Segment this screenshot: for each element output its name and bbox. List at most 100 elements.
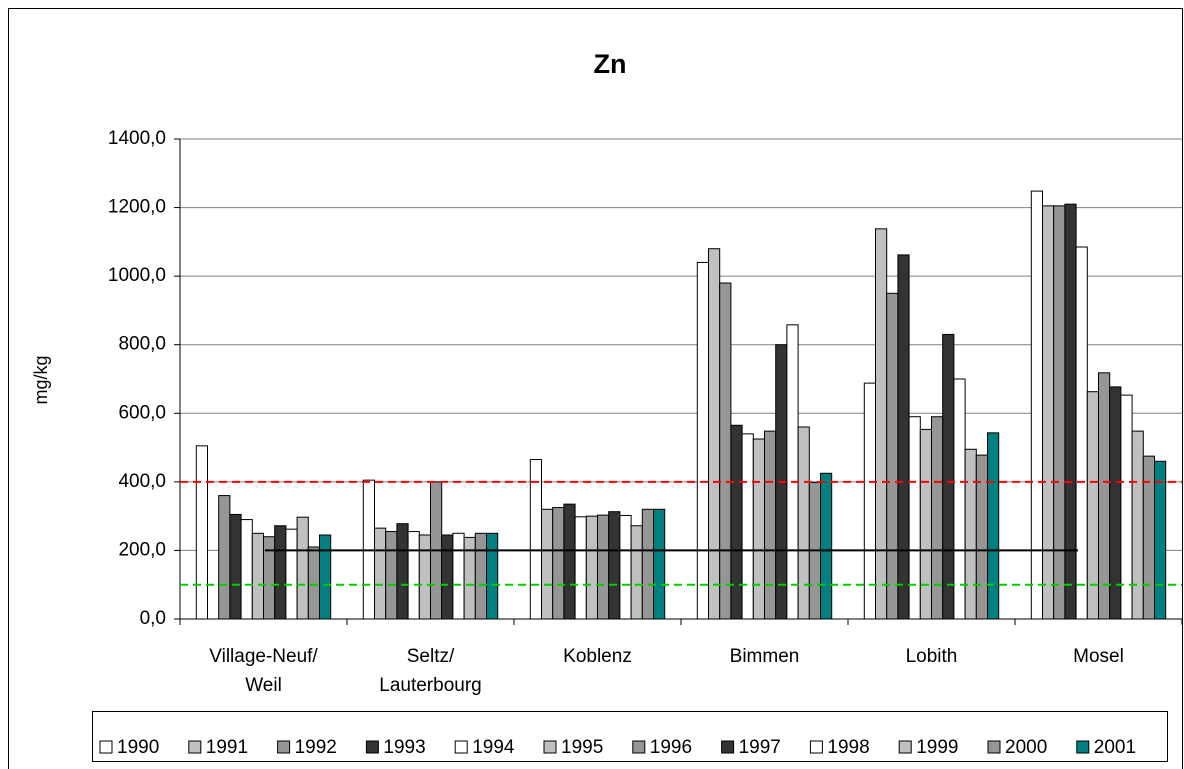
bar — [942, 333, 955, 620]
bar — [240, 519, 253, 620]
bar — [875, 228, 888, 620]
bar — [529, 459, 542, 620]
bar — [597, 514, 610, 620]
x-tick-label: Mosel — [1073, 646, 1124, 667]
y-tick-label: 1400,0 — [108, 128, 166, 149]
bar — [251, 532, 265, 620]
chart-border — [8, 8, 1183, 769]
bar — [1053, 205, 1066, 620]
bar — [385, 531, 398, 620]
bar — [919, 428, 932, 620]
bar — [764, 430, 777, 620]
legend-label: 1998 — [827, 737, 869, 758]
bar — [229, 513, 242, 620]
bar — [574, 516, 587, 620]
bar — [752, 438, 765, 620]
legend-swatch — [1076, 740, 1090, 754]
bar — [195, 445, 209, 620]
y-tick-label: 200,0 — [118, 539, 166, 560]
legend-label: 1993 — [383, 737, 425, 758]
y-tick-label: 800,0 — [118, 334, 166, 355]
legend-label: 1992 — [295, 737, 337, 758]
legend-swatch — [543, 740, 557, 754]
bar — [975, 454, 988, 620]
legend-swatch — [365, 740, 379, 754]
legend-swatch — [188, 740, 202, 754]
bar — [931, 416, 944, 620]
bar — [396, 523, 409, 620]
x-tick-label: Village-Neuf/Weil — [209, 646, 318, 696]
bar — [908, 416, 921, 620]
legend-label: 1996 — [650, 737, 692, 758]
bar — [719, 282, 732, 620]
legend-swatch — [632, 740, 646, 754]
bar — [374, 527, 387, 620]
bar — [1042, 205, 1055, 620]
legend-label: 1997 — [739, 737, 781, 758]
y-axis-label: mg/kg — [31, 355, 51, 404]
legend-swatch — [898, 740, 912, 754]
bar — [608, 511, 621, 620]
bar — [708, 248, 721, 620]
y-tick-label: 0,0 — [140, 608, 166, 629]
bar — [741, 433, 754, 620]
bar — [218, 495, 231, 620]
bar — [863, 382, 876, 620]
bar — [987, 432, 1000, 620]
bar — [786, 324, 799, 620]
bar — [541, 508, 554, 620]
bar — [563, 503, 576, 620]
legend-swatch — [987, 740, 1001, 754]
bar — [1030, 190, 1044, 620]
bar — [296, 516, 309, 620]
legend-label: 1991 — [206, 737, 248, 758]
legend-swatch — [809, 740, 823, 754]
legend-label: 1994 — [472, 737, 515, 758]
bar — [730, 424, 743, 620]
bar — [474, 532, 487, 620]
bar — [418, 534, 431, 620]
y-tick-label: 600,0 — [118, 402, 166, 423]
chart-title: Zn — [594, 49, 627, 79]
x-tick-label: Seltz/Lauterbourg — [379, 646, 481, 696]
x-tick-label: Bimmen — [730, 646, 800, 667]
bar — [263, 536, 276, 620]
legend-label: 1999 — [916, 737, 958, 758]
x-tick-label: Koblenz — [563, 646, 632, 667]
bar — [630, 525, 643, 620]
bar — [653, 508, 666, 620]
bar — [319, 534, 332, 620]
bar — [585, 515, 598, 620]
bar — [897, 254, 910, 620]
bar — [441, 534, 454, 620]
bar — [552, 507, 565, 620]
bar — [1064, 203, 1077, 620]
bar — [1098, 372, 1111, 620]
bar — [1075, 246, 1088, 620]
bar — [797, 426, 810, 620]
bar — [285, 528, 298, 620]
x-tick-label: Lobith — [906, 646, 958, 667]
y-tick-label: 1200,0 — [108, 197, 166, 218]
bar — [486, 532, 499, 620]
bar — [1154, 460, 1167, 620]
bar — [619, 514, 632, 620]
bar — [452, 532, 465, 620]
legend-label: 1990 — [117, 737, 159, 758]
legend-swatch — [454, 740, 468, 754]
y-tick-label: 1000,0 — [108, 265, 166, 286]
legend-swatch — [99, 740, 113, 754]
bar — [964, 448, 977, 620]
y-tick-label: 400,0 — [118, 471, 166, 492]
legend-label: 2001 — [1094, 737, 1136, 758]
legend-label: 1995 — [561, 737, 603, 758]
legend-label: 2000 — [1005, 737, 1047, 758]
bar — [820, 472, 833, 620]
bar — [641, 508, 654, 620]
bar — [953, 378, 966, 620]
bar — [307, 546, 320, 620]
bar — [274, 525, 287, 620]
legend-swatch — [277, 740, 291, 754]
